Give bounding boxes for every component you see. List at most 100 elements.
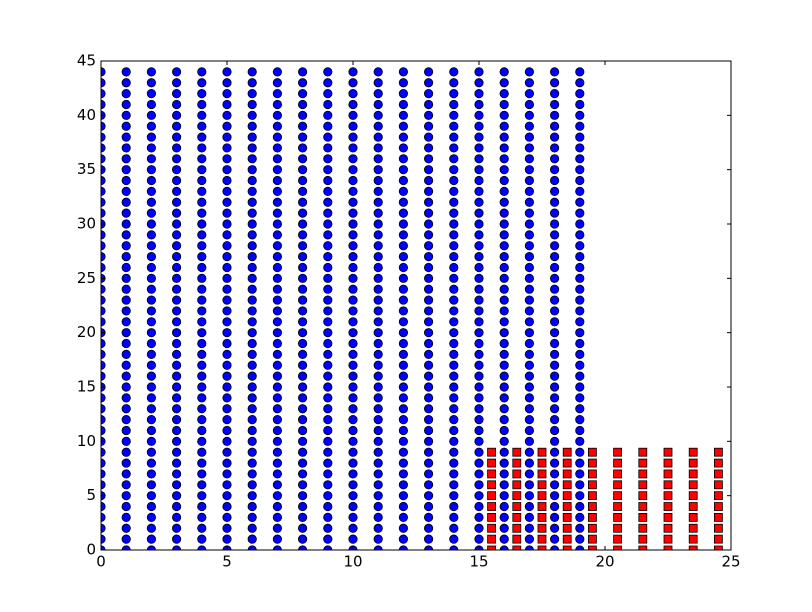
circle-marker: [348, 154, 358, 164]
circle-marker: [524, 328, 535, 338]
circle-marker: [549, 512, 560, 523]
circle-marker: [197, 67, 207, 77]
circle-marker: [549, 338, 560, 349]
circle-marker: [348, 252, 358, 262]
circle-marker: [197, 523, 207, 533]
circle-marker: [575, 306, 585, 316]
circle-marker: [272, 371, 282, 381]
circle-marker: [323, 78, 333, 88]
circle-marker: [121, 110, 131, 120]
circle-marker: [348, 328, 358, 338]
circle-marker: [575, 262, 585, 273]
circle-marker: [524, 458, 535, 468]
circle-marker: [423, 175, 434, 186]
circle-marker: [575, 110, 585, 120]
square-marker: [714, 491, 723, 501]
circle-marker: [121, 262, 131, 273]
circle-marker: [172, 317, 182, 327]
circle-marker: [398, 121, 408, 131]
circle-marker: [297, 230, 308, 240]
circle-marker: [222, 469, 232, 479]
circle-marker: [323, 295, 333, 305]
circle-marker: [524, 534, 535, 544]
circle-marker: [172, 360, 182, 370]
circle-marker: [524, 425, 535, 436]
circle-marker: [323, 89, 333, 99]
circle-marker: [121, 165, 131, 175]
circle-marker: [474, 99, 484, 110]
circle-marker: [373, 208, 383, 218]
x-tick-label: 20: [595, 553, 614, 571]
circle-marker: [323, 404, 333, 414]
circle-marker: [499, 241, 509, 251]
square-marker: [588, 458, 597, 468]
circle-marker: [373, 252, 383, 262]
circle-marker: [197, 262, 207, 273]
circle-marker: [524, 371, 535, 381]
square-marker: [638, 513, 648, 522]
circle-marker: [247, 252, 257, 262]
circle-marker: [197, 382, 207, 392]
circle-marker: [474, 436, 484, 446]
circle-marker: [575, 393, 585, 403]
circle-marker: [146, 425, 156, 436]
circle-marker: [348, 67, 358, 77]
circle-marker: [247, 447, 257, 457]
circle-marker: [172, 436, 182, 446]
circle-marker: [197, 512, 207, 523]
circle-marker: [297, 328, 308, 338]
circle-marker: [474, 110, 484, 120]
square-marker: [487, 502, 497, 511]
circle-marker: [423, 534, 434, 544]
circle-marker: [423, 447, 434, 457]
circle-marker: [524, 306, 535, 316]
circle-marker: [575, 317, 585, 327]
circle-marker: [499, 458, 509, 468]
circle-marker: [222, 165, 232, 175]
circle-marker: [549, 219, 560, 229]
square-marker: [588, 491, 597, 501]
circle-marker: [524, 262, 535, 273]
circle-marker: [146, 317, 156, 327]
circle-marker: [272, 338, 282, 349]
circle-marker: [172, 230, 182, 240]
square-marker: [588, 513, 597, 522]
circle-marker: [373, 121, 383, 131]
circle-marker: [423, 523, 434, 533]
circle-marker: [121, 295, 131, 305]
circle-marker: [499, 534, 509, 544]
circle-marker: [423, 469, 434, 479]
circle-marker: [373, 284, 383, 294]
circle-marker: [197, 469, 207, 479]
circle-marker: [549, 349, 560, 359]
circle-marker: [247, 458, 257, 468]
circle-marker: [398, 393, 408, 403]
circle-marker: [423, 371, 434, 381]
circle-marker: [172, 523, 182, 533]
circle-marker: [323, 491, 333, 501]
circle-marker: [524, 404, 535, 414]
circle-marker: [172, 241, 182, 251]
circle-marker: [272, 382, 282, 392]
circle-marker: [575, 360, 585, 370]
circle-marker: [323, 110, 333, 120]
circle-marker: [499, 360, 509, 370]
circle-marker: [474, 89, 484, 99]
circle-marker: [499, 208, 509, 218]
circle-marker: [398, 197, 408, 207]
circle-marker: [121, 425, 131, 436]
circle-marker: [549, 165, 560, 175]
circle-marker: [121, 501, 131, 512]
circle-marker: [575, 132, 585, 142]
circle-marker: [121, 371, 131, 381]
circle-marker: [474, 78, 484, 88]
circle-marker: [449, 175, 459, 186]
circle-marker: [474, 186, 484, 196]
circle-marker: [121, 154, 131, 164]
circle-marker: [348, 534, 358, 544]
circle-marker: [499, 121, 509, 131]
circle-marker: [197, 317, 207, 327]
circle-marker: [121, 89, 131, 99]
circle-marker: [146, 99, 156, 110]
